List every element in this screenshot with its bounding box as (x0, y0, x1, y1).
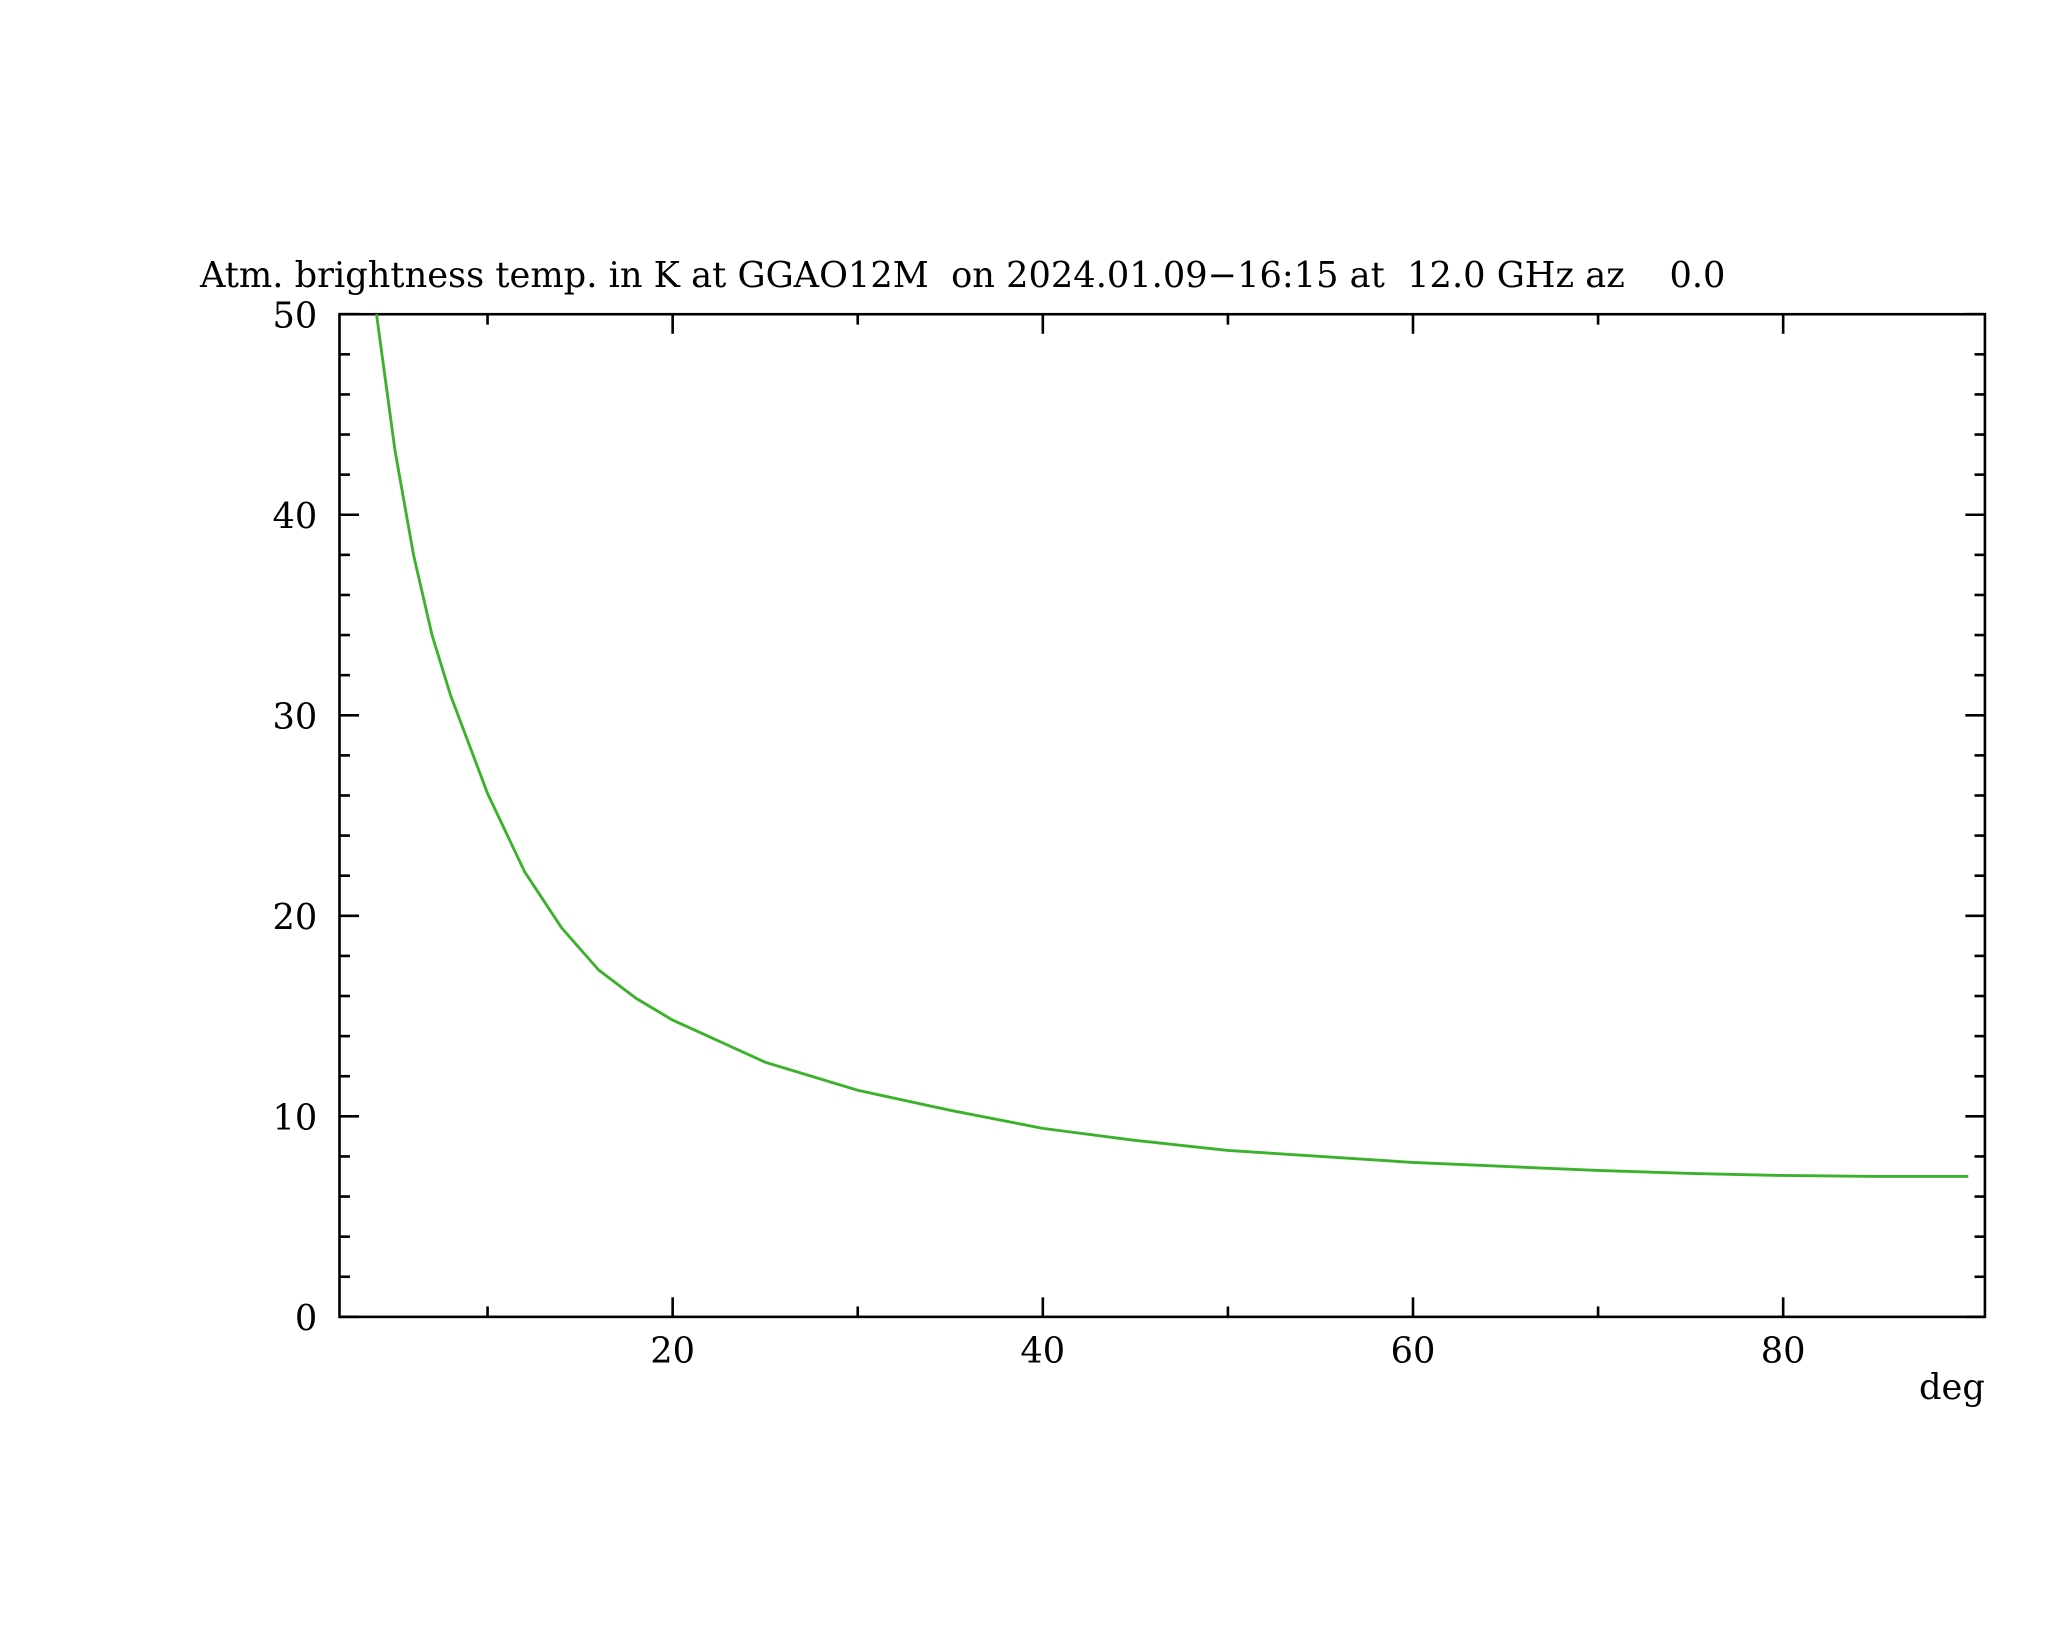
y-tick-label: 0 (295, 1298, 317, 1339)
x-tick-label: 80 (1761, 1331, 1806, 1372)
y-tick-label: 20 (273, 897, 318, 938)
data-line (375, 314, 1969, 1178)
y-tick-label: 10 (273, 1097, 318, 1138)
x-axis-label: deg (1919, 1367, 1985, 1408)
x-tick-label: 60 (1391, 1331, 1436, 1372)
chart-title: Atm. brightness temp. in K at GGAO12M on… (199, 255, 1725, 296)
x-tick-label: 40 (1020, 1331, 1065, 1372)
y-tick-label: 30 (273, 696, 318, 737)
x-tick-label: 20 (650, 1331, 695, 1372)
plot-frame (338, 312, 1987, 1319)
y-tick-label: 40 (273, 496, 318, 537)
y-tick-label: 50 (273, 295, 318, 336)
